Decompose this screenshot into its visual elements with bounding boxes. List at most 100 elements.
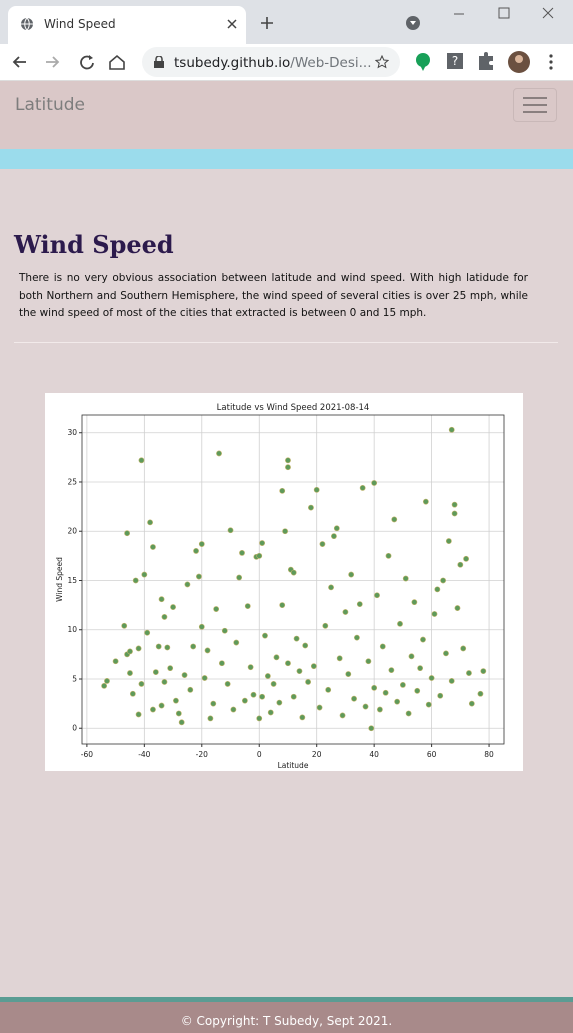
data-point [135,645,142,652]
data-point [443,650,449,657]
chart-title: Latitude vs Wind Speed 2021-08-14 [217,403,370,413]
url: tsubedy.github.io/Web-Desi... [174,55,372,71]
data-point [305,679,311,685]
data-point [279,487,286,494]
chart-background [45,393,523,771]
footer: © Copyright: T Subedy, Sept 2021. [0,1002,573,1033]
data-point [434,586,441,593]
data-point [391,516,398,523]
navbar-brand[interactable]: Latitude [15,95,85,115]
data-point [405,710,412,717]
data-point [354,634,360,641]
data-point [227,527,234,534]
data-point [201,675,208,681]
hamburger-icon [523,97,547,113]
data-point [290,693,297,700]
data-point [336,655,343,662]
data-point [150,706,156,713]
data-point [440,577,446,584]
new-tab[interactable] [260,16,274,30]
lock-icon [154,56,164,68]
close-tab[interactable] [226,18,238,30]
data-point [379,643,386,650]
data-point [431,611,438,617]
data-point [325,686,332,693]
data-point [385,552,392,559]
chart: -60 -40 -20 0 20 40 60 80 0 5 10 15 20 25 30 Latitude v… [45,393,523,771]
data-point [112,658,119,665]
data-point [411,599,418,606]
url-host: tsubedy.github.io [174,55,291,71]
data-point [124,530,131,537]
data-point [371,684,378,691]
page-heading: Wind Speed [14,230,174,259]
data-point [141,571,148,578]
data-point [448,678,455,684]
data-point [236,574,243,581]
data-point [293,635,300,642]
x-tick-label: -20 [196,750,208,759]
data-point [167,665,174,672]
data-point [196,573,202,580]
extensions[interactable]: ? [412,50,562,74]
data-point [448,426,455,433]
data-point [299,714,306,721]
bookmark-star[interactable] [375,55,389,69]
data-point [322,622,329,629]
data-point [132,577,139,584]
data-point [310,663,317,670]
data-point [368,725,375,732]
window-controls[interactable] [450,6,560,22]
data-point [104,678,110,684]
data-point [161,679,168,685]
tab-search[interactable] [406,16,420,30]
data-point [333,525,340,532]
navbar-toggler[interactable] [513,88,557,122]
globe-icon [21,17,33,31]
data-point [213,606,220,612]
toolbar: tsubedy.github.io/Web-Desi... ? [0,44,573,81]
nav-buttons[interactable] [10,52,130,72]
data-point [127,670,133,676]
data-point [451,510,458,517]
data-point [138,457,145,464]
data-point [356,601,363,608]
y-tick-label: 5 [72,674,77,683]
data-point [388,667,395,674]
data-point [399,681,406,688]
data-point [170,604,176,610]
data-point [480,668,487,675]
data-point [164,644,171,651]
data-point [477,690,484,697]
copyright: © Copyright: T Subedy, Sept 2021. [180,1014,393,1028]
data-point [417,665,424,672]
data-point [216,450,222,457]
data-point [454,605,461,611]
address-bar[interactable]: tsubedy.github.io/Web-Desi... [142,47,400,77]
data-point [127,648,133,655]
data-point [328,584,334,591]
data-point [345,671,352,677]
data-point [138,681,145,687]
data-point [466,670,472,676]
data-point [221,627,228,634]
x-tick-label: 60 [427,750,437,759]
svg-text:?: ? [452,54,458,68]
data-point [445,538,452,544]
data-point [362,703,369,710]
data-point [178,719,185,726]
data-point [408,653,415,660]
data-point [285,457,291,464]
data-point [152,669,159,675]
data-point [250,691,257,698]
tab[interactable]: Wind Speed [8,6,246,44]
y-tick-label: 10 [67,625,77,634]
data-point [285,464,291,471]
plot-frame [81,414,505,745]
data-point [207,715,214,722]
data-point [193,548,199,554]
data-point [402,575,409,582]
data-point [420,636,426,643]
data-point [376,706,383,713]
x-axis-label: Latitude [278,761,309,770]
